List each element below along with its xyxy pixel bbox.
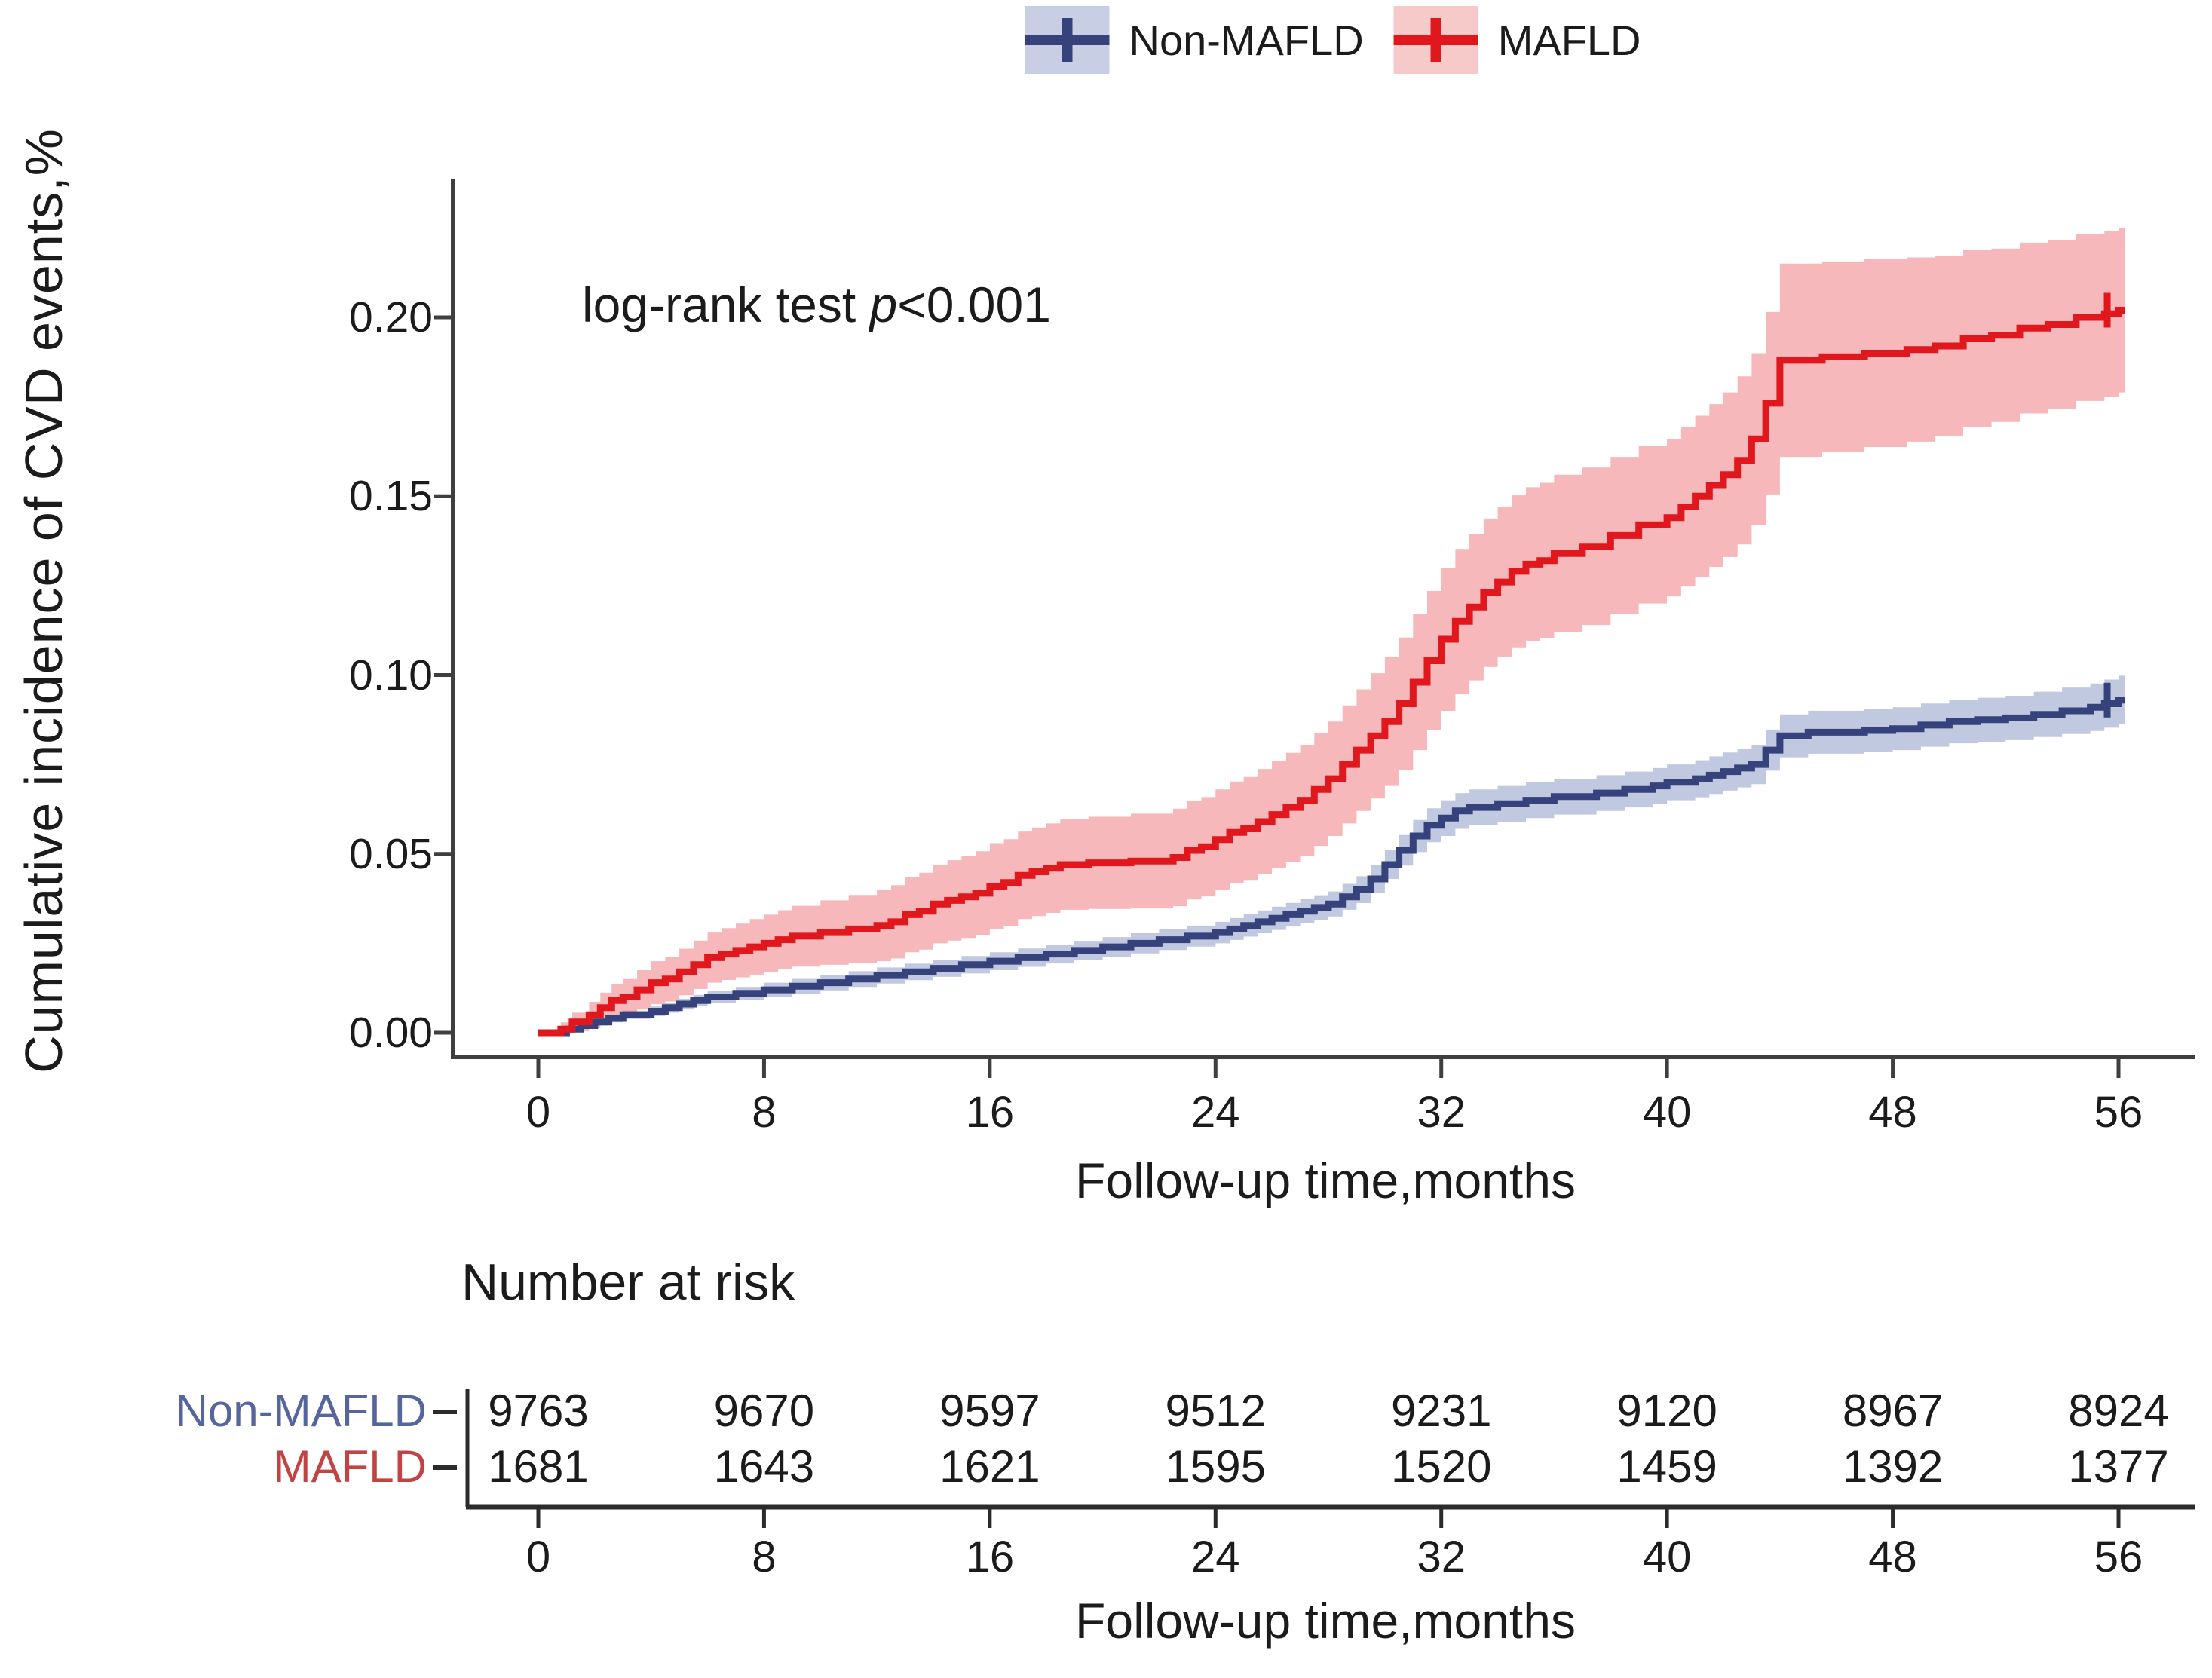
risk-value: 1520 [1390,1441,1492,1492]
risk-x-tick-label: 0 [525,1533,551,1582]
legend: Non-MAFLD MAFLD [1025,6,1641,74]
risk-value: 1377 [2068,1441,2169,1492]
legend-censor-mark-icon [1430,18,1441,62]
y-axis-title: Cumulative incidence of CVD events,% [14,128,73,1073]
risk-value: 9120 [1616,1386,1717,1436]
y-tick-label: 0.05 [349,829,433,878]
risk-value: 9670 [713,1386,815,1436]
x-tick-label: 0 [525,1088,551,1137]
risk-row-label-mafld: MAFLD [273,1441,427,1492]
mafld-curve [538,307,2125,1037]
risk-value: 1681 [488,1441,589,1492]
risk-x-tick-label: 40 [1642,1533,1692,1582]
x-axis-title: Follow-up time,months [1075,1153,1576,1208]
y-tick-label: 0.15 [349,472,433,521]
legend-item-non-mafld: Non-MAFLD [1025,6,1364,74]
risk-x-tick-label: 48 [1868,1533,1917,1582]
risk-x-tick-label: 24 [1191,1533,1240,1582]
x-tick-label: 48 [1868,1088,1917,1137]
mafld-legend-key-icon [1393,6,1478,74]
y-tick-label: 0.10 [349,651,433,700]
risk-x-tick-label: 8 [752,1533,777,1582]
risk-table-title: Number at risk [461,1254,795,1311]
legend-censor-mark-icon [1062,18,1073,62]
risk-x-tick-label: 56 [2094,1533,2143,1582]
risk-row-label-non-mafld: Non-MAFLD [175,1386,427,1436]
risk-value: 9512 [1165,1386,1267,1436]
risk-value: 9231 [1390,1386,1492,1436]
x-tick-label: 16 [965,1088,1015,1137]
legend-label-mafld: MAFLD [1497,16,1641,64]
x-tick-label: 40 [1642,1088,1692,1137]
risk-table-x-axis-title: Follow-up time,months [1075,1593,1576,1649]
risk-value: 1392 [1842,1441,1944,1492]
risk-value: 1621 [939,1441,1040,1492]
risk-value: 9597 [939,1386,1040,1436]
x-tick-label: 56 [2094,1088,2143,1137]
risk-value: 1643 [713,1441,815,1492]
non-mafld-legend-key-icon [1025,6,1110,74]
annotation-p-symbol: p [869,277,898,332]
legend-item-mafld: MAFLD [1393,6,1641,74]
risk-x-tick-label: 32 [1417,1533,1466,1582]
risk-value: 8967 [1842,1386,1944,1436]
x-tick-label: 24 [1191,1088,1240,1137]
mafld-ci-ribbon [538,228,2125,1033]
risk-value: 8924 [2068,1386,2169,1436]
y-tick-label: 0.20 [349,293,433,341]
non-mafld-ci-ribbon [538,675,2125,1033]
log-rank-annotation: log-rank test p<0.001 [582,276,1051,333]
risk-value: 1595 [1165,1441,1267,1492]
risk-value: 1459 [1616,1441,1717,1492]
annotation-text: log-rank test [582,277,870,332]
non-mafld-curve [538,697,2125,1037]
x-tick-label: 8 [752,1088,777,1137]
annotation-p-value: <0.001 [897,277,1051,332]
y-tick-label: 0.00 [349,1009,433,1057]
risk-value: 9763 [488,1386,589,1436]
risk-x-tick-label: 16 [965,1533,1015,1582]
x-tick-label: 32 [1417,1088,1466,1137]
legend-label-non-mafld: Non-MAFLD [1129,16,1364,64]
